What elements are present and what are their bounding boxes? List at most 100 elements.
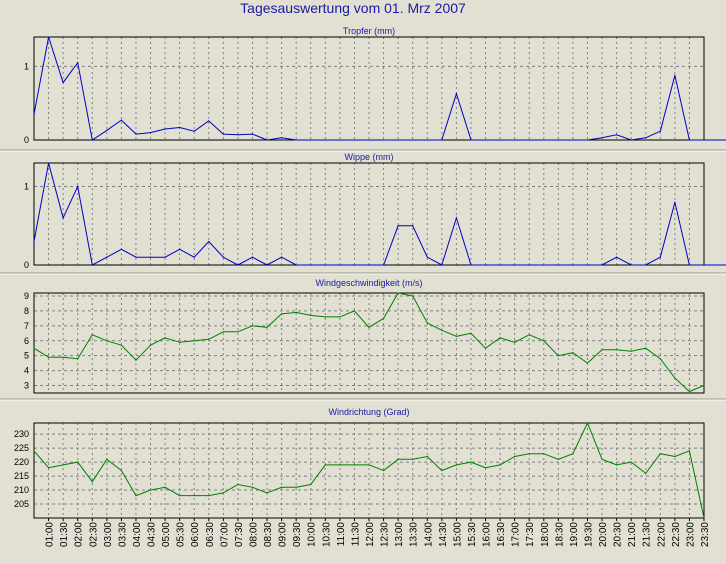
data-point	[543, 264, 545, 266]
data-point	[237, 483, 239, 486]
panel-title: Wippe (mm)	[345, 152, 394, 162]
y-tick-label: 1	[24, 61, 29, 71]
data-point	[572, 453, 574, 455]
data-point	[703, 139, 705, 141]
data-point	[630, 139, 632, 141]
data-point	[266, 139, 268, 141]
x-tick-label: 01:00	[45, 522, 56, 547]
data-point	[572, 352, 574, 354]
x-tick-label: 11:00	[336, 522, 347, 547]
data-point	[179, 341, 181, 343]
data-point	[557, 458, 559, 460]
data-point	[353, 310, 356, 312]
x-tick-label: 13:00	[394, 522, 405, 547]
data-point	[586, 264, 589, 266]
data-point	[601, 458, 603, 460]
x-tick-label: 21:00	[627, 522, 638, 547]
data-point	[412, 295, 414, 297]
x-tick-label: 16:30	[496, 522, 507, 547]
x-tick-label: 03:30	[117, 522, 128, 547]
data-point	[310, 264, 312, 266]
x-tick-label: 18:30	[554, 522, 565, 547]
data-point	[470, 461, 472, 463]
data-point	[33, 113, 35, 115]
x-tick-label: 11:30	[350, 522, 361, 547]
x-tick-label: 15:00	[452, 522, 463, 547]
data-point	[586, 362, 589, 364]
y-tick-label: 225	[14, 443, 29, 453]
data-point	[149, 132, 152, 134]
x-tick-label: 22:30	[671, 522, 682, 547]
x-tick-label: 02:30	[88, 522, 99, 547]
x-tick-label: 13:30	[409, 522, 420, 547]
data-point	[295, 139, 297, 141]
panel-title: Windgeschwindigkeit (m/s)	[315, 278, 422, 288]
data-point	[149, 256, 152, 258]
data-point	[397, 458, 399, 460]
data-point	[310, 483, 312, 486]
data-point	[47, 162, 50, 164]
y-tick-label: 205	[14, 499, 29, 509]
data-point	[62, 82, 64, 84]
data-point	[149, 344, 152, 346]
data-point	[426, 256, 428, 258]
data-point	[193, 340, 195, 342]
data-point	[164, 337, 166, 339]
data-point	[557, 139, 559, 141]
y-tick-label: 215	[14, 471, 29, 481]
x-tick-label: 09:00	[278, 522, 289, 547]
y-tick-label: 9	[24, 291, 29, 301]
data-point	[62, 356, 64, 358]
data-point	[135, 133, 137, 135]
data-point	[601, 264, 603, 266]
data-point	[237, 331, 239, 333]
data-point	[426, 455, 428, 458]
x-tick-label: 18:00	[540, 522, 551, 547]
data-point	[324, 139, 326, 141]
data-point	[77, 185, 79, 188]
data-point	[251, 325, 254, 327]
x-tick-label: 01:30	[59, 522, 70, 547]
x-tick-label: 17:00	[511, 522, 522, 547]
data-point	[412, 458, 414, 460]
data-point	[91, 334, 93, 336]
y-tick-label: 6	[24, 336, 29, 346]
y-tick-label: 220	[14, 457, 29, 467]
x-tick-label: 05:00	[161, 522, 172, 547]
x-tick-label: 08:30	[263, 522, 274, 547]
x-tick-label: 07:00	[219, 522, 230, 547]
x-tick-label: 04:00	[132, 522, 143, 547]
data-point	[120, 119, 122, 121]
data-point	[659, 358, 661, 360]
data-point	[470, 332, 472, 334]
data-point	[645, 347, 647, 349]
plot-frame	[33, 292, 705, 394]
data-point	[62, 217, 64, 219]
data-point	[353, 464, 356, 466]
data-point	[586, 139, 589, 141]
data-point	[441, 469, 443, 472]
data-point	[281, 486, 283, 488]
data-point	[135, 256, 137, 258]
data-point	[382, 469, 385, 472]
data-point	[193, 495, 195, 497]
x-tick-label: 10:00	[307, 522, 318, 547]
x-tick-label: 23:30	[700, 522, 711, 547]
data-point	[499, 264, 501, 266]
data-point	[222, 331, 224, 333]
x-tick-label: 20:30	[613, 522, 624, 547]
data-point	[47, 36, 50, 38]
x-tick-label: 21:30	[642, 522, 653, 547]
data-point	[382, 264, 385, 266]
data-point	[441, 264, 443, 266]
data-point	[688, 390, 691, 393]
y-tick-label: 5	[24, 351, 29, 361]
data-point	[412, 139, 414, 141]
data-point	[77, 62, 79, 64]
data-point	[77, 461, 79, 463]
series-line	[33, 162, 726, 266]
data-point	[106, 129, 108, 132]
data-point	[426, 139, 428, 141]
x-tick-label: 23:00	[685, 522, 696, 547]
data-point	[397, 292, 399, 294]
